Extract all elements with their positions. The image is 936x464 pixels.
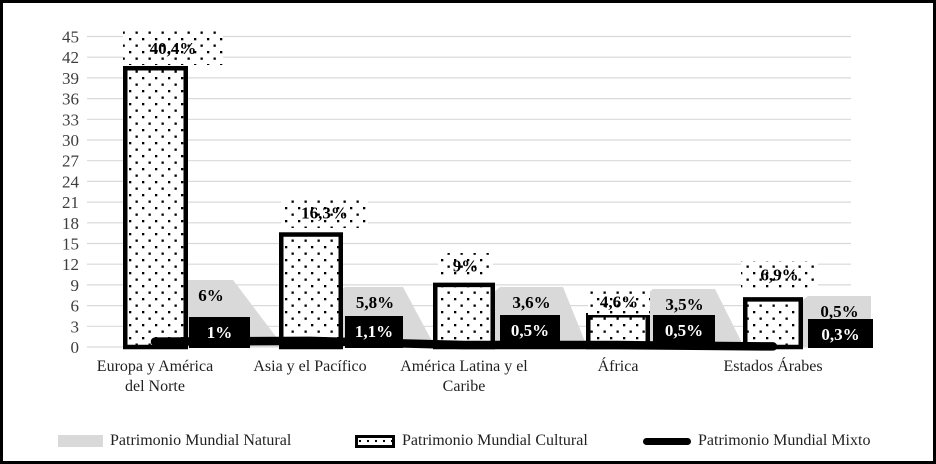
legend-label-natural: Patrimonio Mundial Natural [110,432,292,449]
y-tick-label: 9 [71,276,80,295]
cultural-bar [743,297,803,350]
category-label: América Latina y el Caribe [400,358,528,395]
y-tick-label: 6 [71,297,80,316]
y-tick-label: 15 [62,235,79,254]
cultural-bar-swatch [355,434,395,448]
bar-chart: 036912151821242730333639424540,4%16,3%9%… [62,28,873,395]
cultural-bar [279,232,343,350]
mixto-line-swatch [643,437,691,445]
mixto-label-box [189,317,250,348]
legend-item-cultural: Patrimonio Mundial Cultural [355,426,588,456]
natural-label: 6% [198,286,224,305]
mixto-label: 1% [207,323,233,342]
y-tick-label: 3 [71,317,80,336]
mixto-label-box [500,315,560,348]
legend: Patrimonio Mundial Natural Patrimonio Mu… [3,426,933,456]
cultural-label-box [123,31,223,65]
y-tick-label: 24 [62,172,80,191]
cultural-label: 6,9% [760,266,798,285]
mixto-label: 1,1% [355,322,393,341]
cultural-label-box [741,261,818,288]
y-tick-label: 12 [62,255,79,274]
category-label: África [598,356,639,375]
mixto-label-box [653,315,715,348]
category-label: Asia y el Pacífico [253,358,366,375]
natural-label: 5,8% [356,293,394,312]
y-tick-label: 42 [62,48,79,67]
y-tick-label: 36 [62,90,79,109]
mixto-label-box [808,319,873,348]
category-label: Estados Árabes [723,356,822,375]
cultural-bar [123,65,188,350]
y-tick-label: 45 [62,28,79,47]
natural-label: 3,6% [512,293,550,312]
natural-area-swatch [58,435,103,447]
y-tick-label: 0 [71,338,80,357]
cultural-bar [433,282,495,350]
mixto-label-box [345,316,403,348]
cultural-label: 9% [453,257,479,276]
y-tick-label: 30 [62,131,79,150]
mixto-label: 0,3% [821,325,859,344]
natural-label: 3,5% [665,295,703,314]
cultural-label: 4,6% [600,293,638,312]
legend-label-mixto: Patrimonio Mundial Mixto [698,432,871,449]
cultural-label: 40,4% [150,39,197,58]
category-label: Europa y América del Norte [97,358,213,395]
cultural-label-box [438,253,493,278]
legend-item-natural: Patrimonio Mundial Natural [58,426,291,456]
natural-label: 0,5% [820,302,858,321]
cultural-label-box [281,197,368,228]
legend-label-cultural: Patrimonio Mundial Cultural [402,432,588,449]
mixto-label: 0,5% [511,321,549,340]
y-tick-label: 27 [62,152,80,171]
y-tick-label: 39 [62,69,79,88]
y-tick-label: 18 [62,214,79,233]
cultural-label: 16,3% [301,204,348,223]
mixto-label: 0,5% [665,321,703,340]
legend-item-mixto: Patrimonio Mundial Mixto [643,426,870,456]
cultural-label-box [588,288,650,315]
y-tick-label: 33 [62,110,79,129]
y-tick-label: 21 [62,193,79,212]
